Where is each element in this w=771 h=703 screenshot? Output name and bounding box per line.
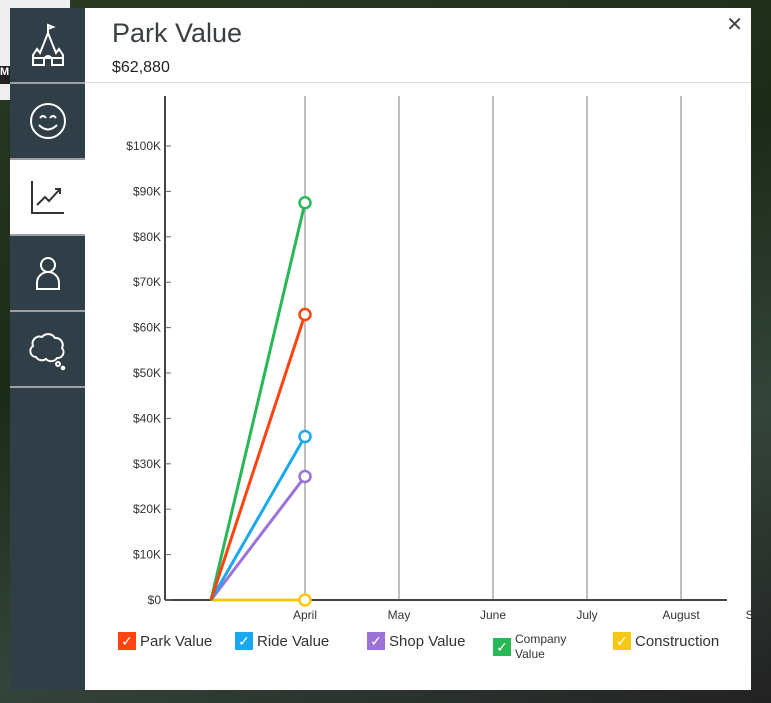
legend-label: Ride Value [257, 632, 330, 650]
shop-value-point [298, 469, 312, 484]
legend-toggle-park-value[interactable]: ✓ Park Value [118, 632, 212, 650]
legend-label: Company Value [515, 632, 567, 661]
park-value-line [209, 314, 307, 601]
checkbox-icon[interactable]: ✓ [613, 632, 631, 650]
sidebar [10, 8, 85, 690]
x-tick-label: July [576, 608, 597, 622]
park-value-point [298, 307, 312, 322]
legend-label: Construction [635, 632, 720, 650]
shop-value-line [209, 475, 307, 601]
legend-toggle-construction[interactable]: ✓ Construction [613, 632, 719, 650]
x-tick-label: August [662, 608, 700, 622]
checkbox-icon[interactable]: ✓ [235, 632, 253, 650]
y-tick-label: $50K [133, 366, 161, 380]
legend-label: Park Value [140, 632, 213, 650]
tab-value[interactable] [10, 160, 85, 236]
y-tick-label: $30K [133, 457, 161, 471]
series-lines [209, 202, 307, 602]
x-tick-label: April [293, 608, 317, 622]
thought-icon [28, 333, 65, 371]
company-value-line [209, 202, 307, 601]
legend-toggle-ride-value[interactable]: ✓ Ride Value [235, 632, 329, 650]
value-chart: April May June July August September $0 $10K $20… [126, 96, 751, 622]
y-tick-label: $40K [133, 411, 161, 425]
company-value-point [298, 196, 312, 210]
y-tick-label: $70K [133, 275, 161, 289]
guest-icon [35, 257, 60, 290]
y-tick-label: $10K [133, 548, 161, 562]
y-tick-label: $0 [148, 593, 162, 607]
ride-value-line [209, 435, 307, 601]
chart-icon [30, 181, 64, 214]
background-label: M [0, 66, 12, 84]
tab-park[interactable] [10, 8, 85, 84]
legend-toggle-company-value[interactable]: ✓ Company Value [493, 632, 577, 662]
tab-thoughts[interactable] [10, 312, 85, 388]
checkbox-icon[interactable]: ✓ [493, 638, 511, 656]
y-tick-label: $20K [133, 502, 161, 516]
y-tick-label: $80K [133, 230, 161, 244]
y-tick-label: $90K [133, 184, 161, 198]
y-tick-label: $100K [126, 139, 161, 153]
ride-value-point [298, 429, 312, 444]
current-park-value: $62,880 [112, 59, 170, 76]
checkbox-icon[interactable]: ✓ [367, 632, 385, 650]
x-tick-label: May [388, 608, 411, 622]
close-button[interactable]: ✕ [726, 14, 743, 36]
checkbox-icon[interactable]: ✓ [118, 632, 136, 650]
y-tick-label: $60K [133, 321, 161, 335]
tab-guests[interactable] [10, 236, 85, 312]
divider [85, 82, 751, 83]
x-tick-label: September [746, 608, 751, 622]
tab-happiness[interactable] [10, 84, 85, 160]
page-title: Park Value [112, 18, 243, 48]
construction-point [298, 593, 312, 607]
legend-toggle-shop-value[interactable]: ✓ Shop Value [367, 632, 465, 650]
park-value-panel: Park Value $62,880 ✕ April May June July Aug… [85, 8, 751, 690]
x-tick-label: June [480, 608, 506, 622]
legend-label: Shop Value [389, 632, 466, 650]
castle-icon [31, 23, 64, 66]
smiley-icon [29, 103, 66, 139]
